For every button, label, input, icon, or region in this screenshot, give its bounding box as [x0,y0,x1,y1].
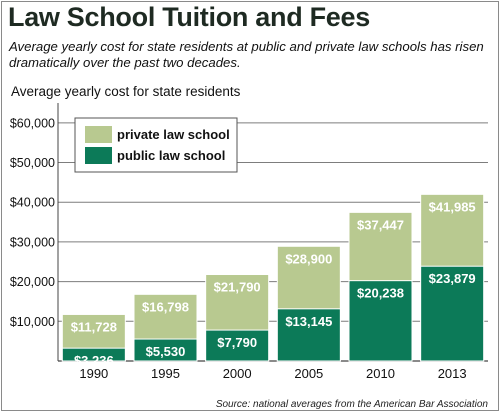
x-tick-label: 2013 [438,366,467,381]
legend-label-public: public law school [117,148,225,163]
data-label-private-2000: $21,790 [214,280,261,295]
data-label-public-1990: $3,236 [74,353,114,368]
data-label-public-2005: $13,145 [285,314,332,329]
legend-swatch-private [85,126,112,143]
bar-public-2010 [348,280,413,362]
y-tick-label: $10,000 [10,315,55,329]
y-tick-label: $40,000 [10,196,55,210]
chart-subtitle: Average yearly cost for state residents … [9,39,484,70]
x-tick-label: 2000 [223,366,252,381]
x-tick-label: 1990 [79,366,108,381]
data-label-private-1995: $16,798 [142,299,189,314]
bar-public-2005 [276,308,341,362]
source-note: Source: national averages from the Ameri… [215,399,488,410]
legend-label-private: private law school [117,127,230,142]
data-label-private-1990: $11,728 [71,319,117,334]
bar-public-1995 [133,338,198,362]
data-label-private-2005: $28,900 [285,251,332,266]
chart-title: Law School Tuition and Fees [8,2,370,32]
legend-swatch-public [85,147,112,164]
y-tick-label: $60,000 [10,116,55,130]
y-tick-label: $50,000 [10,156,55,170]
data-label-public-2000: $7,790 [217,335,257,350]
x-tick-label: 1995 [151,366,180,381]
x-tick-label: 2010 [366,366,395,381]
data-label-public-2013: $23,879 [429,271,476,286]
data-label-public-1995: $5,530 [146,344,186,359]
data-label-private-2013: $41,985 [429,199,476,214]
y-tick-label: $30,000 [10,235,55,249]
bar-public-2000 [205,329,270,362]
data-label-private-2010: $37,447 [357,217,404,232]
bar-public-2013 [420,265,485,362]
bar-public-1990 [61,347,126,362]
y-tick-label: $20,000 [10,275,55,289]
x-tick-label: 2005 [294,366,323,381]
data-label-public-2010: $20,238 [357,286,404,301]
y-axis-label: Average yearly cost for state residents [11,84,241,99]
